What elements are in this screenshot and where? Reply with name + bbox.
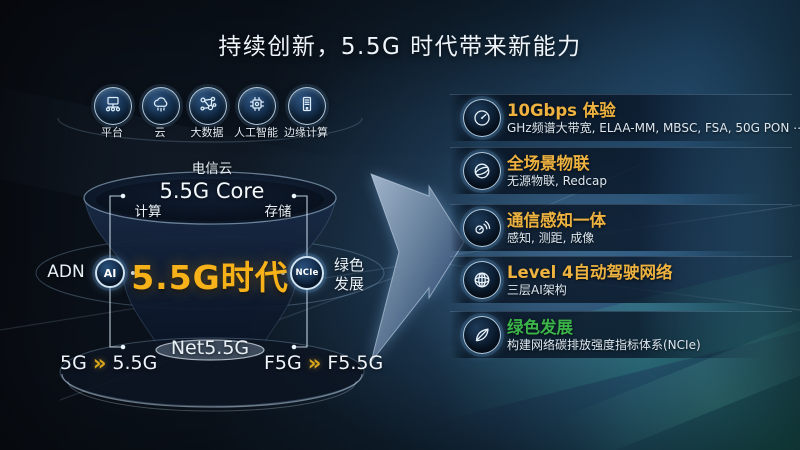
big-data-icon [198,94,218,118]
top-icon-ai [238,87,276,125]
top-icon-label: 边缘计算 [284,126,328,139]
funnel-top-inner-shadow [96,179,324,221]
autonomous-network-globe-icon [463,261,501,299]
row-ribbon [450,94,792,141]
sensing-radar-icon [463,209,501,247]
top-icon-cloud [142,87,180,125]
ai-badge: AI [95,258,125,288]
row-ribbon [450,311,792,358]
storage-label: 存储 [264,204,292,220]
top-icon-label: 大数据 [190,126,224,139]
top-icon-label: 人工智能 [234,126,278,139]
capability-row-iot: 全场景物联 无源物联, Redcap [450,147,792,194]
era-center-label: 5.5G时代 [131,258,289,297]
icon-platform-arc [57,117,363,143]
leaf-icon [463,316,501,354]
badge-connector-dots [131,271,285,275]
funnel-top-opening [83,171,337,225]
top-icon-label: 平台 [101,126,123,139]
capability-row-green: 绿色发展 构建网络碳排放强度指标体系(NCIe) [450,311,792,358]
page-title: 持续创新，5.5G 时代带来新能力 [218,34,582,60]
neck-glow [156,340,264,360]
telecom-cloud-label: 电信云 [191,161,233,177]
neck-glow-rim [155,339,265,361]
core-label: 5.5G Core [159,179,265,203]
top-icon-big-data [189,87,227,125]
top-icon-platform [94,87,132,125]
row-ribbon [450,204,792,251]
speedometer-icon [463,99,501,137]
capability-row-10gbps: 10Gbps 体验 GHz频谱大带宽, ELAA-MM, MBSC, FSA, … [450,94,800,141]
adn-label: ADN [47,262,85,282]
platform-icon [103,94,123,118]
capability-title: 绿色发展 [507,318,573,337]
gold-arrow-icon: » [307,350,322,375]
capability-subtitle: 三层AI架构 [507,283,567,297]
capability-subtitle: 构建网络碳排放强度指标体系(NCIe) [507,338,701,352]
row-ribbon [450,147,792,194]
top-icon-edge-computing [288,87,326,125]
edge-computing-icon [297,94,317,118]
capability-title: 10Gbps 体验 [507,101,616,120]
bracket-dots [120,193,297,350]
capability-subtitle: GHz频谱大带宽, ELAA-MM, MBSC, FSA, 50G PON ⋯ [507,121,800,135]
pedestal-base [59,337,365,407]
big-right-arrow [370,173,465,363]
iot-globe-icon [463,152,501,190]
transition-5g-to-55g: 5G » 5.5G [60,350,158,375]
capability-title: 全场景物联 [507,154,590,173]
green-development-side-label: 绿色 发展 [334,256,365,293]
capability-title: 通信感知一体 [507,211,606,230]
capability-subtitle: 感知, 测距, 成像 [507,231,595,245]
gold-arrow-icon: » [92,350,107,375]
capability-row-autonomous: Level 4自动驾驶网络 三层AI架构 [450,256,792,303]
top-icon-label: 云 [154,126,166,139]
compute-label: 计算 [134,204,162,220]
cloud-icon [151,94,171,118]
artificial-intelligence-icon [247,94,267,118]
pedestal-rim-line [67,380,357,412]
capability-subtitle: 无源物联, Redcap [507,174,607,188]
pedestal-rim-line [61,373,363,408]
net55g-label: Net5.5G [170,337,250,359]
capability-row-sensing: 通信感知一体 感知, 测距, 成像 [450,204,792,251]
capability-title: Level 4自动驾驶网络 [507,263,673,282]
ncie-badge: NCIe [290,256,324,290]
transition-f5g-to-f55g: F5G » F5.5G [264,350,384,375]
row-ribbon [450,256,792,303]
